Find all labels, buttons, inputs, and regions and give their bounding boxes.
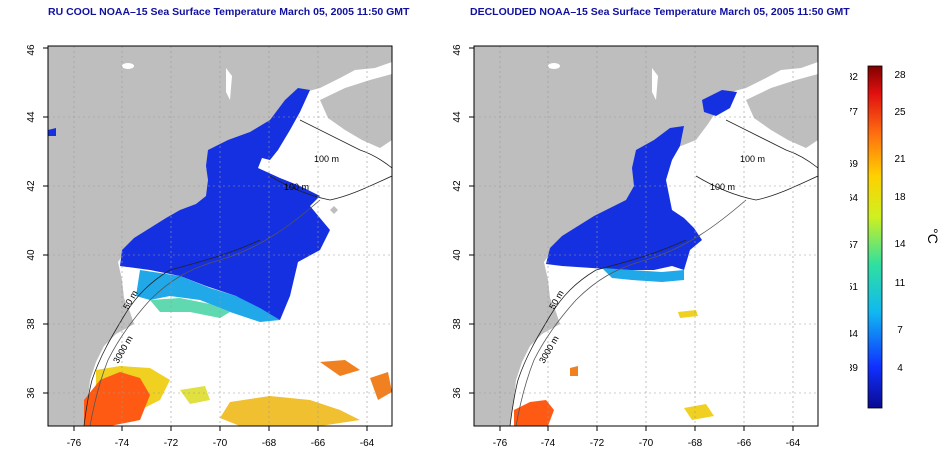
bathymetry-contour xyxy=(509,239,687,426)
fahrenheit-tick: 82 xyxy=(850,72,858,83)
colorbar-gradient xyxy=(867,65,883,409)
celsius-tick: 25 xyxy=(894,107,906,118)
sst-warm-water xyxy=(514,400,554,426)
x-tick-label: -66 xyxy=(737,438,752,449)
y-tick-label: 44 xyxy=(452,111,463,123)
sst-cold-water xyxy=(48,128,56,136)
celsius-tick: 4 xyxy=(897,363,903,374)
land-mass xyxy=(474,46,818,426)
sst-cold-water xyxy=(120,88,330,320)
sst-warm-water xyxy=(570,366,578,376)
y-tick-label: 38 xyxy=(26,318,37,330)
x-tick-label: -74 xyxy=(115,438,130,449)
celsius-tick: 14 xyxy=(894,239,906,250)
x-tick-label: -74 xyxy=(541,438,556,449)
fahrenheit-tick: 77 xyxy=(850,107,858,118)
bathymetry-contour xyxy=(269,175,392,201)
fahrenheit-tick: 64 xyxy=(850,193,858,204)
x-tick-label: -68 xyxy=(262,438,277,449)
lake xyxy=(226,68,232,100)
x-tick-label: -76 xyxy=(493,438,508,449)
x-tick-label: -72 xyxy=(590,438,605,449)
map-gridlines xyxy=(474,46,818,426)
x-tick-label: -64 xyxy=(360,438,375,449)
y-tick-label: 36 xyxy=(26,387,37,399)
x-axis: -76 -74 -72 -70 -68 -66 -64 xyxy=(67,426,375,449)
land-mass xyxy=(48,46,392,426)
map-gridlines xyxy=(48,46,392,426)
fahrenheit-scale: 82 77 69 64 57 51 44 39 xyxy=(850,72,858,374)
y-tick-label: 42 xyxy=(26,180,37,192)
contour-label: 100 m xyxy=(314,154,339,164)
contour-label: 100 m xyxy=(710,182,735,192)
sst-warm-water xyxy=(370,372,392,400)
contour-label: 100 m xyxy=(284,182,309,192)
bathymetry-contour xyxy=(299,119,392,169)
land-mass xyxy=(320,74,392,148)
sst-warm-water xyxy=(84,372,150,426)
celsius-tick: 11 xyxy=(895,278,906,289)
x-tick-label: -72 xyxy=(164,438,179,449)
y-axis: 36 38 40 42 44 46 xyxy=(26,44,48,399)
right-map-title: DECLOUDED NOAA–15 Sea Surface Temperatur… xyxy=(470,6,850,18)
y-tick-label: 40 xyxy=(26,249,37,261)
x-tick-label: -68 xyxy=(688,438,703,449)
sst-warm-water xyxy=(684,404,714,420)
lake xyxy=(122,63,134,69)
celsius-unit-label: °C xyxy=(925,228,941,244)
y-tick-label: 40 xyxy=(452,249,463,261)
fahrenheit-tick: 44 xyxy=(850,329,858,340)
y-axis: 36 38 40 42 44 46 xyxy=(452,44,474,399)
x-tick-label: -70 xyxy=(639,438,654,449)
bathymetry-contour xyxy=(725,119,818,169)
y-tick-label: 38 xyxy=(452,318,463,330)
celsius-tick: 21 xyxy=(894,154,906,165)
land-mass xyxy=(330,206,338,214)
x-axis: -76 -74 -72 -70 -68 -66 -64 xyxy=(493,426,801,449)
x-tick-label: -66 xyxy=(311,438,326,449)
celsius-tick: 7 xyxy=(897,325,903,336)
celsius-scale: 28 25 21 18 14 11 7 4 xyxy=(894,70,906,374)
lake xyxy=(548,63,560,69)
bathymetry-contour xyxy=(695,175,818,201)
sst-cold-water xyxy=(702,90,737,116)
sst-mid-water xyxy=(150,298,230,318)
sst-warm-water xyxy=(220,396,360,426)
bathymetry-contour xyxy=(515,199,747,426)
x-tick-label: -70 xyxy=(213,438,228,449)
fahrenheit-tick: 51 xyxy=(850,282,858,293)
celsius-tick: 28 xyxy=(894,70,906,81)
left-map-title: RU COOL NOAA–15 Sea Surface Temperature … xyxy=(48,6,410,18)
left-map-panel: 100 m 100 m 50 m 3000 m -76 -74 -72 -70 … xyxy=(26,44,393,449)
right-map-panel: 100 m 100 m 50 m 3000 m -76 -74 -72 -70 … xyxy=(452,44,819,449)
sst-mid-water xyxy=(602,268,684,282)
colorbar: 82 77 69 64 57 51 44 39 28 25 21 18 14 1… xyxy=(850,65,941,409)
sst-cold-water xyxy=(546,126,702,270)
y-tick-label: 46 xyxy=(452,44,463,56)
y-tick-label: 36 xyxy=(452,387,463,399)
x-tick-label: -76 xyxy=(67,438,82,449)
y-tick-label: 44 xyxy=(26,111,37,123)
sst-mid-water xyxy=(136,270,280,322)
bathymetry-contour xyxy=(83,239,261,426)
lake xyxy=(652,68,658,100)
y-tick-label: 42 xyxy=(452,180,463,192)
fahrenheit-tick: 69 xyxy=(850,159,858,170)
fahrenheit-tick: 57 xyxy=(850,240,858,251)
fahrenheit-tick: 39 xyxy=(850,363,858,374)
y-tick-label: 46 xyxy=(26,44,37,56)
x-tick-label: -64 xyxy=(786,438,801,449)
sst-warm-water xyxy=(320,360,360,376)
sst-warm-water xyxy=(180,386,210,404)
bathymetry-contour xyxy=(89,199,321,426)
sst-warm-water xyxy=(678,310,698,318)
contour-label: 100 m xyxy=(740,154,765,164)
celsius-tick: 18 xyxy=(894,192,906,203)
land-mass xyxy=(746,74,818,148)
